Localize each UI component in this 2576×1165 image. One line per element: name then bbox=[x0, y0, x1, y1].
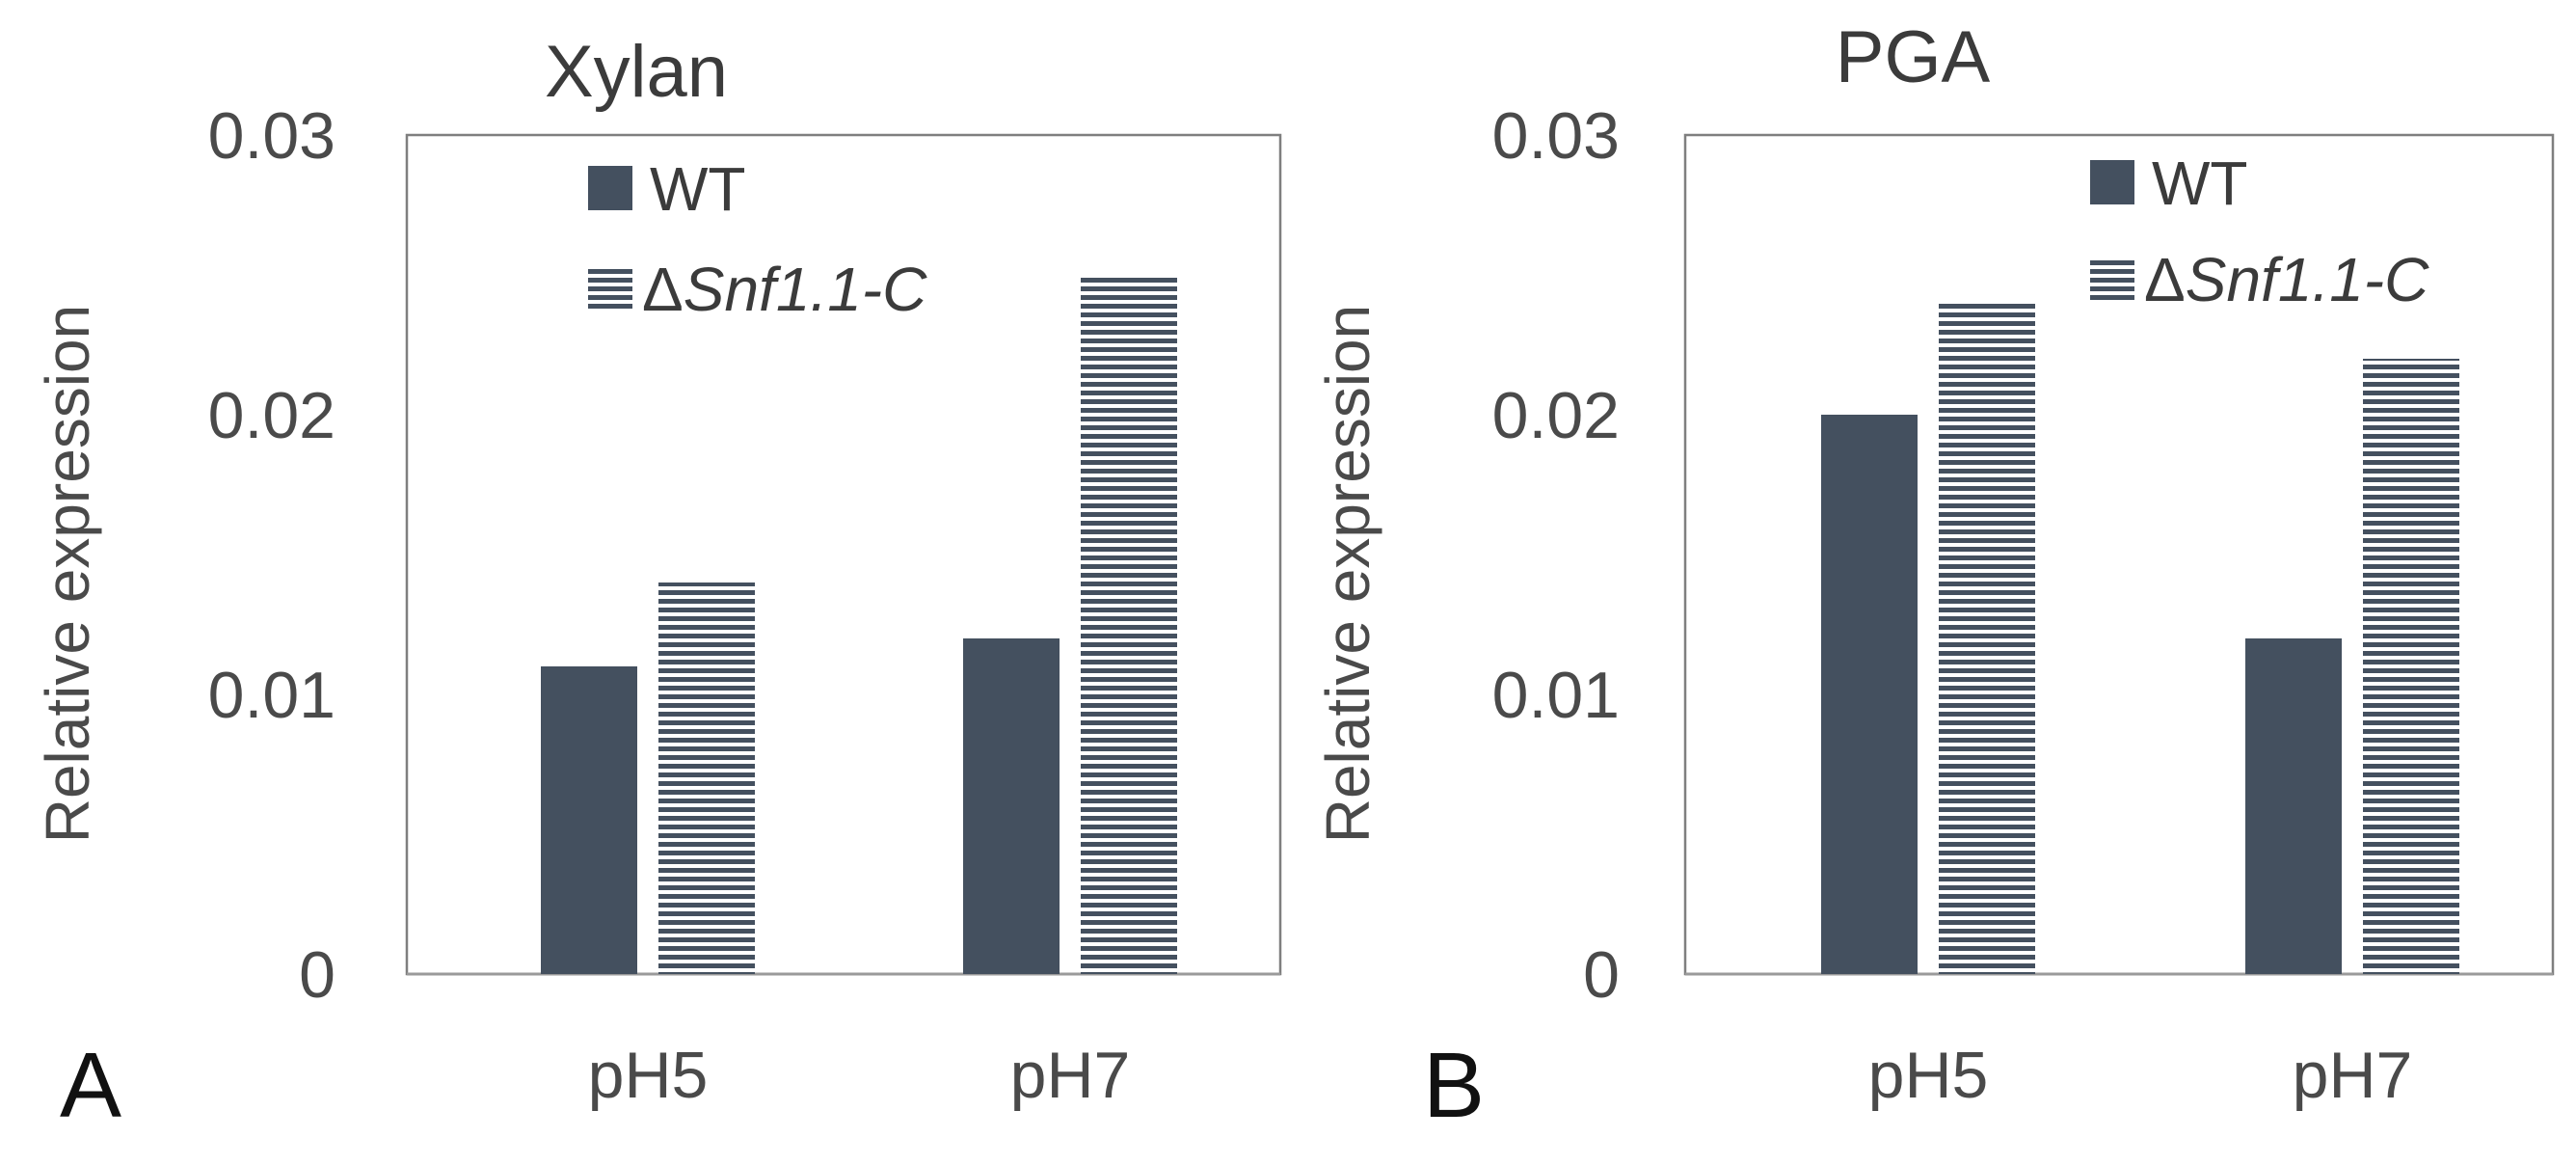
chart-title: PGA bbox=[1836, 16, 1991, 98]
legend-swatch-snf11c bbox=[2090, 257, 2134, 301]
panel-letter: B bbox=[1423, 1034, 1485, 1137]
y-tick-label: 0.03 bbox=[208, 99, 335, 173]
bar-snf11c-ph5 bbox=[1939, 303, 2035, 974]
panel-letter: A bbox=[60, 1034, 121, 1137]
bar-wt-ph5 bbox=[1821, 415, 1918, 974]
y-tick-label: 0 bbox=[299, 938, 335, 1012]
bar-snf11c-ph5 bbox=[658, 582, 755, 974]
bar-snf11c-ph7 bbox=[1081, 275, 1177, 974]
bar-wt-ph7 bbox=[963, 638, 1060, 974]
x-tick-label: pH5 bbox=[588, 1039, 709, 1112]
y-tick-label: 0.02 bbox=[208, 379, 335, 452]
y-tick-label: 0.02 bbox=[1492, 379, 1620, 452]
y-tick-label: 0.01 bbox=[1492, 659, 1620, 732]
y-tick-label: 0 bbox=[1583, 938, 1620, 1012]
legend-label-snf11c: ΔSnf1.1-C bbox=[2144, 245, 2429, 314]
legend-swatch-wt bbox=[2090, 160, 2134, 204]
bar-wt-ph5 bbox=[541, 666, 637, 974]
chart-title: Xylan bbox=[545, 31, 728, 113]
legend-swatch-wt bbox=[588, 166, 632, 210]
x-tick-label: pH5 bbox=[1868, 1039, 1989, 1112]
y-axis-label: Relative expression bbox=[33, 305, 102, 844]
legend-swatch-snf11c bbox=[588, 266, 632, 311]
y-tick-label: 0.03 bbox=[1492, 99, 1620, 173]
legend-label-snf11c: ΔSnf1.1-C bbox=[642, 255, 927, 324]
y-axis-label: Relative expression bbox=[1313, 305, 1382, 844]
legend-label-wt: WT bbox=[650, 154, 746, 224]
panel-a: Xylan 0 0.01 0.02 0.03 Relative expression pH5… bbox=[33, 31, 1282, 1137]
legend-label-wt: WT bbox=[2152, 149, 2248, 218]
x-tick-label: pH7 bbox=[1010, 1039, 1131, 1112]
panel-b: PGA 0 0.01 0.02 0.03 Relative expression pH5 pH… bbox=[1313, 16, 2555, 1137]
bar-wt-ph7 bbox=[2245, 638, 2342, 974]
bar-snf11c-ph7 bbox=[2363, 359, 2459, 974]
y-tick-label: 0.01 bbox=[208, 659, 335, 732]
x-tick-label: pH7 bbox=[2293, 1039, 2413, 1112]
